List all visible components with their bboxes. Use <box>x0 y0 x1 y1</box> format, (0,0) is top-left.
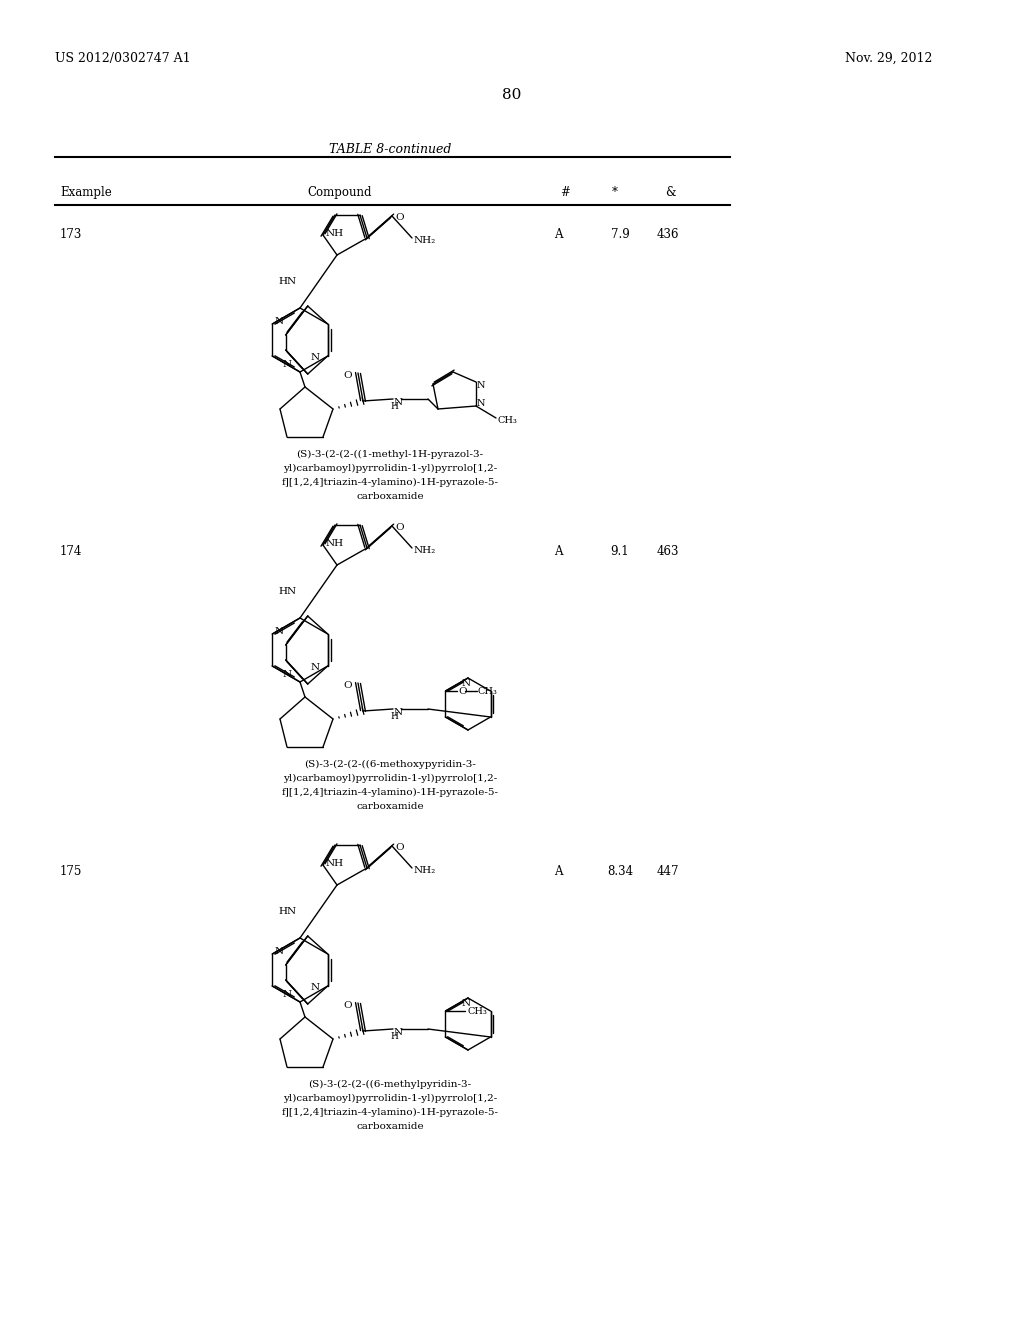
Text: Nov. 29, 2012: Nov. 29, 2012 <box>845 51 933 65</box>
Text: *: * <box>612 186 618 199</box>
Text: CH₃: CH₃ <box>477 686 498 696</box>
Text: N: N <box>394 708 403 717</box>
Text: HN: HN <box>279 907 297 916</box>
Text: 8.34: 8.34 <box>607 865 633 878</box>
Text: N: N <box>462 678 471 688</box>
Text: &: & <box>665 186 675 199</box>
Text: A: A <box>554 865 562 878</box>
Text: O: O <box>344 1001 352 1010</box>
Text: CH₃: CH₃ <box>468 1006 487 1015</box>
Text: A: A <box>554 545 562 558</box>
Text: f][1,2,4]triazin-4-ylamino)-1H-pyrazole-5-: f][1,2,4]triazin-4-ylamino)-1H-pyrazole-… <box>282 1107 499 1117</box>
Text: N: N <box>274 627 284 636</box>
Text: A: A <box>554 228 562 242</box>
Text: HN: HN <box>279 277 297 286</box>
Text: N: N <box>310 983 319 993</box>
Text: #: # <box>560 186 570 199</box>
Text: 463: 463 <box>656 545 679 558</box>
Text: N: N <box>310 354 319 363</box>
Text: yl)carbamoyl)pyrrolidin-1-yl)pyrrolo[1,2-: yl)carbamoyl)pyrrolidin-1-yl)pyrrolo[1,2… <box>283 1094 497 1104</box>
Text: N: N <box>462 999 471 1008</box>
Text: CH₃: CH₃ <box>498 416 518 425</box>
Text: O: O <box>459 686 467 696</box>
Text: f][1,2,4]triazin-4-ylamino)-1H-pyrazole-5-: f][1,2,4]triazin-4-ylamino)-1H-pyrazole-… <box>282 478 499 487</box>
Text: O: O <box>344 681 352 690</box>
Text: carboxamide: carboxamide <box>356 492 424 502</box>
Text: N: N <box>283 990 292 999</box>
Text: yl)carbamoyl)pyrrolidin-1-yl)pyrrolo[1,2-: yl)carbamoyl)pyrrolidin-1-yl)pyrrolo[1,2… <box>283 774 497 783</box>
Text: US 2012/0302747 A1: US 2012/0302747 A1 <box>55 51 190 65</box>
Text: (S)-3-(2-(2-((6-methoxypyridin-3-: (S)-3-(2-(2-((6-methoxypyridin-3- <box>304 760 476 770</box>
Text: 9.1: 9.1 <box>610 545 630 558</box>
Text: 80: 80 <box>503 88 521 102</box>
Text: N: N <box>283 671 292 678</box>
Text: Compound: Compound <box>308 186 373 199</box>
Text: O: O <box>344 371 352 380</box>
Text: NH₂: NH₂ <box>414 236 436 246</box>
Text: NH: NH <box>326 859 344 869</box>
Text: NH₂: NH₂ <box>414 866 436 875</box>
Text: 175: 175 <box>60 865 82 878</box>
Text: N: N <box>283 360 292 370</box>
Text: 174: 174 <box>60 545 82 558</box>
Text: O: O <box>395 213 403 222</box>
Text: 436: 436 <box>656 228 679 242</box>
Text: O: O <box>395 843 403 851</box>
Text: N: N <box>394 399 403 407</box>
Text: H: H <box>390 711 398 721</box>
Text: Example: Example <box>60 186 112 199</box>
Text: N: N <box>274 318 284 326</box>
Text: N: N <box>274 948 284 957</box>
Text: 173: 173 <box>60 228 82 242</box>
Text: N: N <box>477 381 485 389</box>
Text: f][1,2,4]triazin-4-ylamino)-1H-pyrazole-5-: f][1,2,4]triazin-4-ylamino)-1H-pyrazole-… <box>282 788 499 797</box>
Text: NH: NH <box>326 228 344 238</box>
Text: H: H <box>390 1032 398 1041</box>
Text: carboxamide: carboxamide <box>356 1122 424 1131</box>
Text: N: N <box>477 399 485 408</box>
Text: N: N <box>310 664 319 672</box>
Text: TABLE 8-continued: TABLE 8-continued <box>329 143 452 156</box>
Text: carboxamide: carboxamide <box>356 803 424 810</box>
Text: (S)-3-(2-(2-((6-methylpyridin-3-: (S)-3-(2-(2-((6-methylpyridin-3- <box>308 1080 472 1089</box>
Text: O: O <box>395 523 403 532</box>
Text: 447: 447 <box>656 865 679 878</box>
Text: yl)carbamoyl)pyrrolidin-1-yl)pyrrolo[1,2-: yl)carbamoyl)pyrrolidin-1-yl)pyrrolo[1,2… <box>283 465 497 473</box>
Text: HN: HN <box>279 587 297 597</box>
Text: H: H <box>390 403 398 411</box>
Text: NH: NH <box>326 539 344 548</box>
Text: 7.9: 7.9 <box>610 228 630 242</box>
Text: (S)-3-(2-(2-((1-methyl-1H-pyrazol-3-: (S)-3-(2-(2-((1-methyl-1H-pyrazol-3- <box>296 450 483 459</box>
Text: NH₂: NH₂ <box>414 546 436 554</box>
Text: N: N <box>394 1028 403 1038</box>
